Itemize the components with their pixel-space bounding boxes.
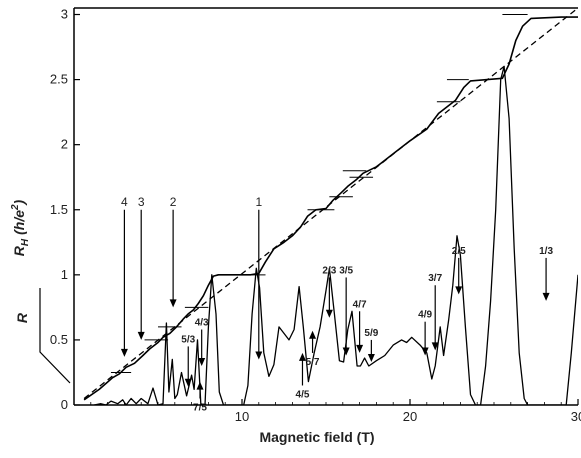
annotation-arrowhead (325, 309, 333, 318)
annotation-arrowhead (196, 381, 204, 390)
filling-factor-label: 1 (255, 195, 262, 209)
hall-unit: (h/e (11, 210, 27, 235)
filling-factor-label: 2/5 (452, 246, 466, 257)
annotation-arrowhead (298, 352, 306, 361)
hall-symbol: R (11, 245, 27, 256)
filling-factor-label: 4 (121, 195, 128, 209)
annotation-arrowhead (137, 331, 145, 340)
annotation-arrowhead (542, 292, 550, 301)
annotation-arrowhead (431, 342, 439, 351)
y-axis-title-longitudinal: R (14, 312, 30, 323)
filling-factor-label: 5/9 (364, 328, 378, 339)
y-axis-title-hall: RH (h/e2) (10, 199, 31, 256)
hall-subscript: H (20, 238, 31, 246)
annotation-arrowhead (255, 351, 263, 360)
svg-text:RH(h/e2): RH (h/e2) (10, 199, 31, 256)
y-tick-label: 2 (61, 137, 68, 152)
annotation-arrowhead (309, 330, 317, 339)
annotation-arrowhead (367, 354, 375, 363)
y-tick-label: 3 (61, 7, 68, 22)
r-axis-bracket (39, 288, 71, 384)
filling-factor-label: 2 (170, 195, 177, 209)
y-tick-label: 0.5 (50, 332, 68, 347)
filling-factor-label: 4/9 (418, 310, 432, 321)
hall-trace (83, 16, 578, 401)
filling-factor-label: 1/3 (539, 246, 553, 257)
hall-unit-close: ) (11, 199, 27, 206)
filling-factor-label: 5/7 (306, 357, 320, 368)
annotation-arrowhead (421, 347, 429, 356)
filling-factor-label: 3/7 (428, 273, 442, 284)
filling-factor-label: 3/5 (339, 265, 353, 276)
x-tick-label: 10 (235, 409, 249, 424)
annotation-arrowhead (184, 378, 192, 387)
filling-factor-label: 3 (138, 195, 145, 209)
x-axis-title: Magnetic field (T) (259, 429, 374, 445)
y-tick-label: 0 (61, 397, 68, 412)
filling-factor-annotations: 4 3 2 1 5/34/3 7/5 2/3 3/5 4/7 5/9 4/5 5/7 4/9 3/7 2/5… (120, 195, 553, 413)
annotation-arrowhead (198, 357, 206, 366)
y-tick-label: 2.5 (50, 72, 68, 87)
y-tick-label: 1.5 (50, 202, 68, 217)
x-tick-label: 30 (571, 409, 581, 424)
y-tick-label: 1 (61, 267, 68, 282)
filling-factor-label: 7/5 (193, 402, 207, 413)
annotation-arrowhead (342, 347, 350, 356)
x-tick-label: 20 (403, 409, 417, 424)
annotation-arrowhead (356, 344, 364, 353)
hall-unit-exp: 2 (10, 204, 21, 211)
plot-area (83, 8, 578, 405)
filling-factor-label: 4/7 (353, 299, 367, 310)
filling-factor-label: 4/3 (195, 318, 209, 329)
annotation-arrowhead (169, 299, 177, 308)
axes: 0 0.5 1 1.5 2 2.5 3 10 20 30 (50, 7, 581, 424)
filling-factor-label: 5/3 (181, 334, 195, 345)
longitudinal-trace (94, 65, 578, 405)
filling-factor-label: 4/5 (296, 389, 310, 400)
annotation-arrowhead (455, 286, 463, 295)
filling-factor-label: 2/3 (322, 265, 336, 276)
annotation-arrowhead (120, 348, 128, 357)
